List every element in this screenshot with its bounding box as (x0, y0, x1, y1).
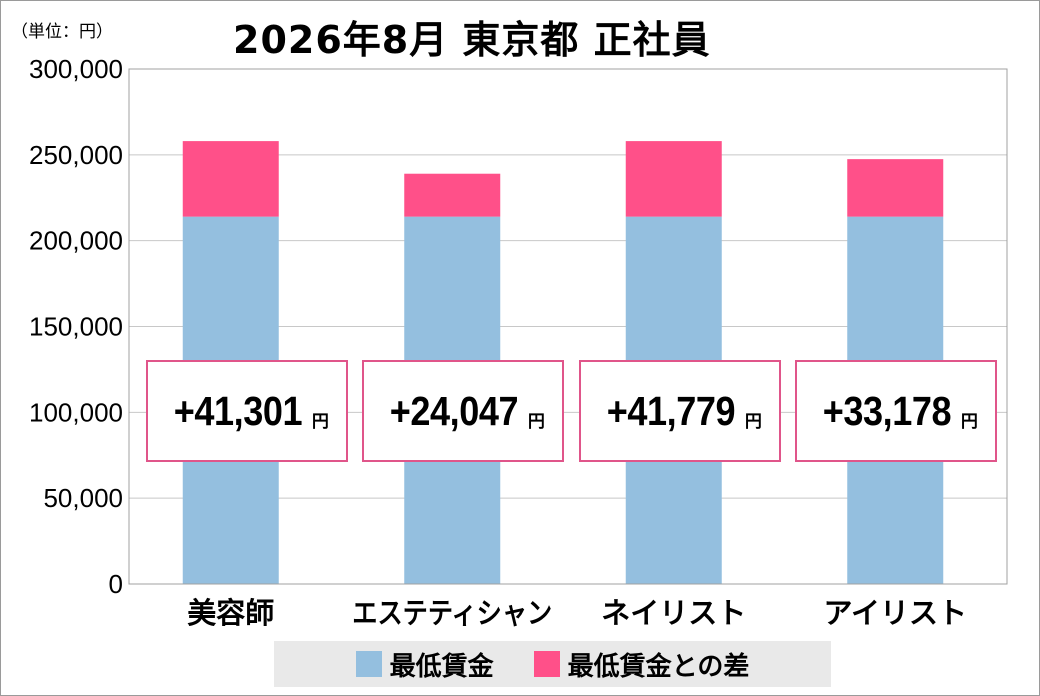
difference-value: +41,301 (173, 387, 303, 434)
unit-label: （単位：円） (11, 22, 113, 42)
legend-swatch-min-wage (355, 651, 382, 677)
legend-label-min-wage: 最低賃金 (389, 651, 494, 682)
difference-unit: 円 (311, 411, 329, 432)
bar-difference (404, 173, 501, 217)
difference-label-box: +24,047 円 (362, 360, 564, 462)
chart-plot: 0 50,000 100,000 150,000 200,000 250,000 300,0… (29, 54, 1008, 630)
legend-swatch-difference (533, 651, 560, 677)
x-tick-label: アイリスト (823, 596, 967, 630)
y-tick-label: 0 (109, 569, 123, 599)
x-tick-label: エステティシャン (352, 596, 552, 630)
y-tick-label: 300,000 (29, 54, 123, 84)
legend-item-difference: 最低賃金との差 (533, 646, 750, 683)
bar-difference (182, 141, 279, 217)
difference-label-box: +41,301 円 (146, 360, 348, 462)
difference-unit: 円 (744, 411, 762, 432)
legend: 最低賃金 最低賃金との差 (274, 641, 831, 687)
y-tick-label: 150,000 (29, 312, 123, 342)
chart-title: 2026年8月 東京都 正社員 (233, 18, 711, 62)
difference-unit: 円 (527, 411, 545, 432)
legend-item-min-wage: 最低賃金 (355, 646, 494, 683)
difference-unit: 円 (960, 411, 978, 432)
difference-value: +24,047 (389, 387, 519, 434)
bar-difference (847, 159, 944, 217)
y-tick-label: 50,000 (43, 483, 123, 513)
x-tick-labels: 美容師 エステティシャン ネイリスト アイリスト (187, 596, 967, 630)
y-tick-label: 100,000 (29, 397, 123, 427)
y-tick-label: 200,000 (29, 226, 123, 256)
plot-border (128, 68, 1008, 585)
difference-label-box: +33,178 円 (795, 360, 997, 462)
difference-label-box: +41,779 円 (579, 360, 781, 462)
y-tick-label: 250,000 (29, 140, 123, 170)
legend-label-difference: 最低賃金との差 (567, 651, 750, 682)
bar-difference (625, 141, 722, 217)
x-tick-label: ネイリスト (601, 596, 746, 630)
axes (128, 68, 1008, 585)
difference-value: +33,178 (822, 387, 952, 434)
y-tick-labels: 0 50,000 100,000 150,000 200,000 250,000 300,0… (29, 54, 123, 599)
difference-value: +41,779 (606, 387, 736, 434)
x-tick-label: 美容師 (187, 596, 274, 630)
